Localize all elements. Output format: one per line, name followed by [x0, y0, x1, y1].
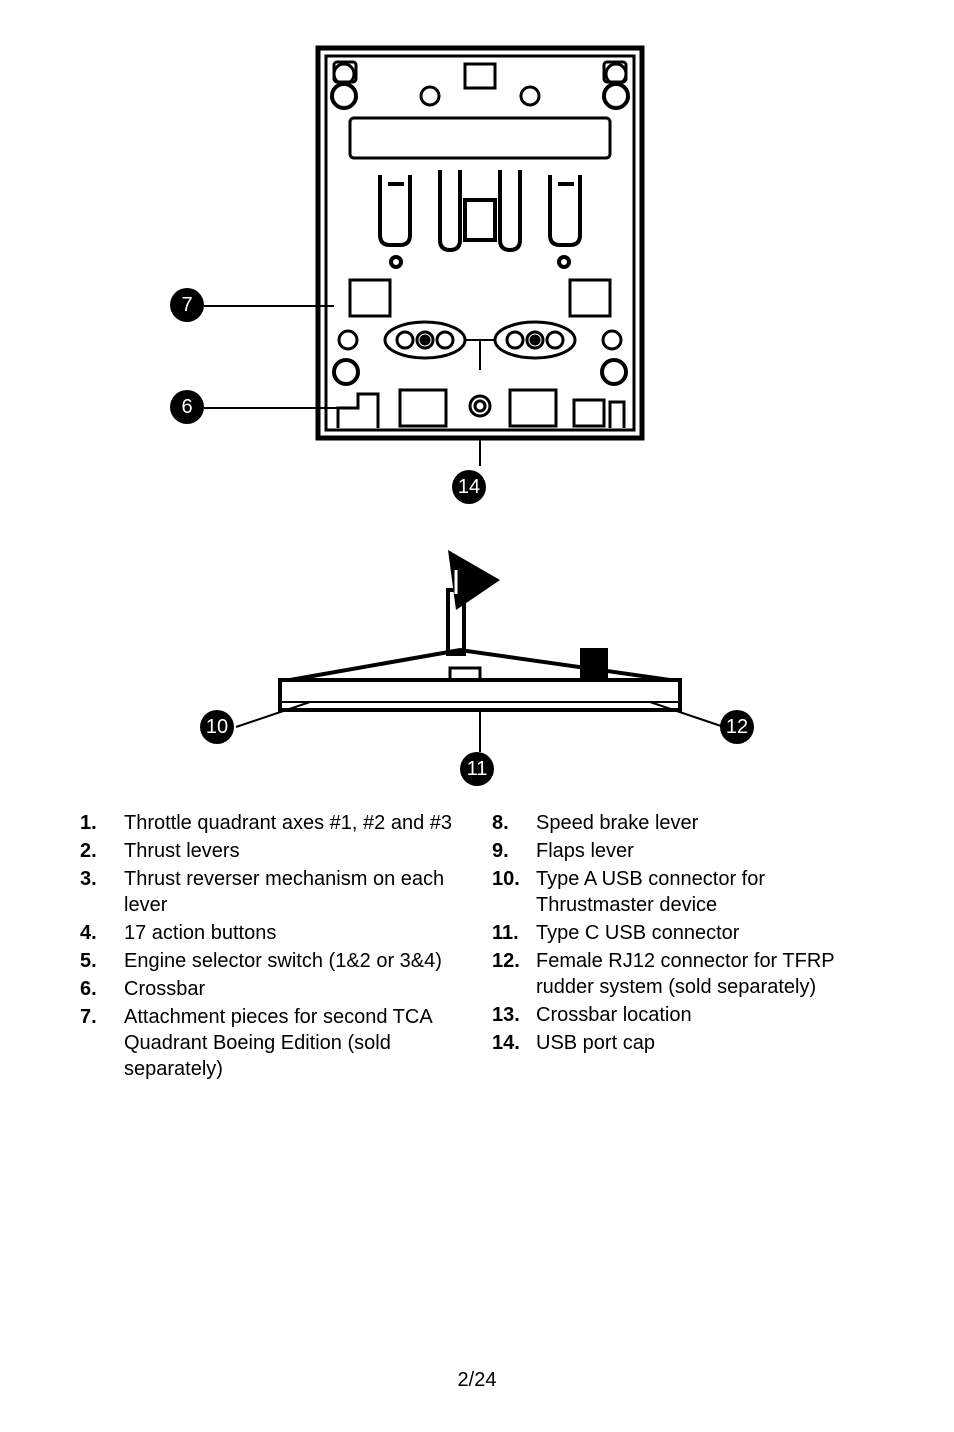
side-svg [200, 530, 760, 790]
callout-6-badge: 6 [170, 390, 204, 424]
list-num: 1. [80, 810, 124, 836]
list-item: 5.Engine selector switch (1&2 or 3&4) [80, 948, 462, 974]
legend-right: 8.Speed brake lever 9.Flaps lever 10.Typ… [492, 810, 874, 1084]
list-text: Female RJ12 connector for TFRP rudder sy… [536, 948, 874, 1000]
legend-left: 1.Throttle quadrant axes #1, #2 and #3 2… [80, 810, 462, 1084]
list-text: Flaps lever [536, 838, 874, 864]
list-num: 5. [80, 948, 124, 974]
list-num: 4. [80, 920, 124, 946]
legend-lists: 1.Throttle quadrant axes #1, #2 and #3 2… [80, 810, 874, 1084]
list-item: 10.Type A USB connector for Thrustmaster… [492, 866, 874, 918]
list-item: 9.Flaps lever [492, 838, 874, 864]
list-item: 11.Type C USB connector [492, 920, 874, 946]
list-num: 11. [492, 920, 536, 946]
quadrant-svg [310, 40, 650, 470]
list-text: Thrust reverser mechanism on each lever [124, 866, 462, 918]
list-num: 10. [492, 866, 536, 918]
list-item: 6.Crossbar [80, 976, 462, 1002]
callout-7-badge: 7 [170, 288, 204, 322]
list-text: Throttle quadrant axes #1, #2 and #3 [124, 810, 462, 836]
list-num: 6. [80, 976, 124, 1002]
list-text: Type C USB connector [536, 920, 874, 946]
list-text: 17 action buttons [124, 920, 462, 946]
list-text: Crossbar [124, 976, 462, 1002]
callout-14-badge: 14 [452, 470, 486, 504]
list-num: 12. [492, 948, 536, 1000]
list-item: 3.Thrust reverser mechanism on each leve… [80, 866, 462, 918]
list-item: 2.Thrust levers [80, 838, 462, 864]
page-number: 2/24 [0, 1369, 954, 1392]
list-item: 8.Speed brake lever [492, 810, 874, 836]
list-num: 13. [492, 1002, 536, 1028]
list-text: Thrust levers [124, 838, 462, 864]
list-num: 8. [492, 810, 536, 836]
list-item: 13.Crossbar location [492, 1002, 874, 1028]
list-num: 9. [492, 838, 536, 864]
list-text: USB port cap [536, 1030, 874, 1056]
list-text: Type A USB connector for Thrustmaster de… [536, 866, 874, 918]
list-item: 12.Female RJ12 connector for TFRP rudder… [492, 948, 874, 1000]
list-text: Engine selector switch (1&2 or 3&4) [124, 948, 462, 974]
list-item: 14.USB port cap [492, 1030, 874, 1056]
list-text: Speed brake lever [536, 810, 874, 836]
list-num: 14. [492, 1030, 536, 1056]
list-num: 3. [80, 866, 124, 918]
list-item: 4.17 action buttons [80, 920, 462, 946]
list-item: 7.Attachment pieces for second TCA Quadr… [80, 1004, 462, 1082]
top-diagram: 7 6 14 [80, 40, 874, 520]
side-diagram: 10 12 11 [80, 530, 874, 790]
list-num: 2. [80, 838, 124, 864]
list-text: Attachment pieces for second TCA Quadran… [124, 1004, 462, 1082]
page: 7 6 14 [0, 0, 954, 1432]
list-text: Crossbar location [536, 1002, 874, 1028]
list-num: 7. [80, 1004, 124, 1082]
list-item: 1.Throttle quadrant axes #1, #2 and #3 [80, 810, 462, 836]
